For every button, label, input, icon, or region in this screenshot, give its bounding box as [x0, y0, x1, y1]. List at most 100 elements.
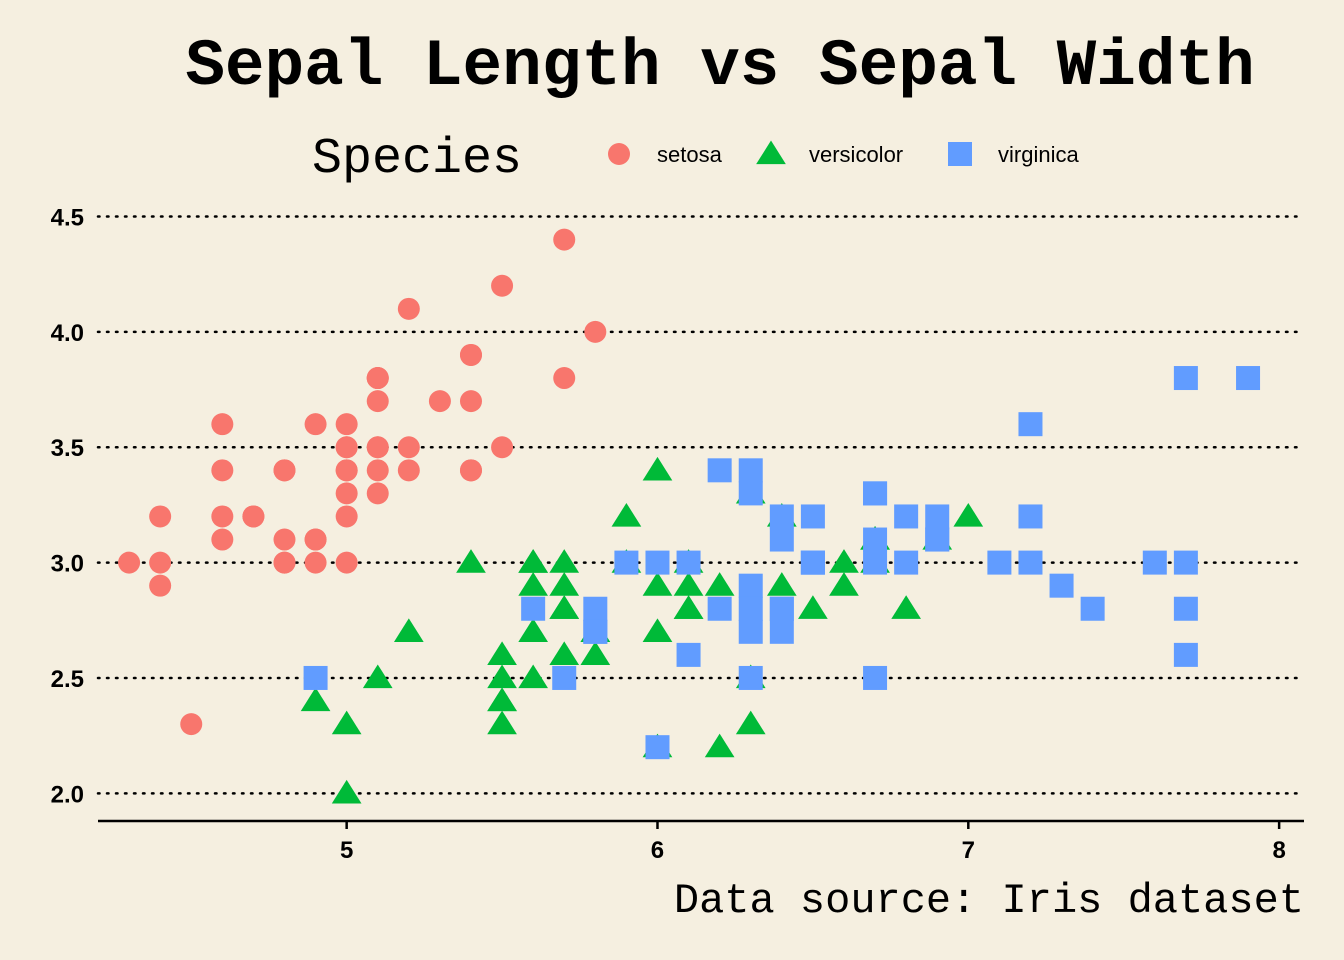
y-tick-label: 2.5: [51, 666, 84, 693]
legend-entry-versicolor: versicolor: [756, 140, 903, 167]
virginica-point: [769, 527, 794, 552]
virginica-point: [800, 504, 825, 529]
legend: Species setosa versicolor virginica: [312, 131, 1079, 188]
virginica-point: [676, 642, 701, 667]
legend-label: versicolor: [809, 142, 903, 167]
setosa-point: [335, 436, 358, 459]
setosa-point: [366, 459, 389, 482]
versicolor-point: [953, 502, 984, 527]
virginica-point: [552, 665, 577, 690]
versicolor-point: [642, 572, 673, 596]
virginica-point: [303, 665, 328, 690]
versicolor-point: [704, 572, 735, 596]
setosa-point: [335, 505, 358, 528]
virginica-point: [1018, 550, 1043, 575]
setosa-point: [304, 413, 327, 436]
legend-entry-virginica: virginica: [948, 142, 1079, 167]
setosa-point: [335, 482, 358, 505]
versicolor-point: [642, 456, 673, 481]
virginica-point: [738, 573, 763, 598]
versicolor-point: [487, 710, 517, 735]
versicolor-point: [829, 549, 859, 573]
setosa-point: [335, 459, 358, 482]
versicolor-point: [487, 664, 517, 689]
setosa-point: [211, 505, 234, 528]
versicolor-point: [487, 641, 517, 666]
virginica-point: [583, 619, 608, 644]
x-tick-label: 5: [340, 837, 353, 864]
virginica-point: [769, 619, 794, 644]
versicolor-point: [549, 549, 580, 573]
virginica-point: [863, 550, 888, 575]
setosa-point: [428, 390, 451, 413]
x-axis-ticks: 5 6 7 8: [340, 821, 1286, 864]
virginica-point: [863, 481, 888, 506]
y-tick-label: 2.0: [51, 781, 84, 808]
virginica-point: [676, 550, 701, 575]
legend-label: setosa: [657, 142, 723, 167]
y-tick-label: 3.0: [51, 551, 84, 578]
y-tick-label: 4.0: [51, 320, 84, 347]
setosa-point: [335, 551, 358, 574]
virginica-point: [1142, 550, 1167, 575]
versicolor-point: [518, 572, 549, 596]
versicolor-point: [891, 595, 921, 619]
chart-caption: Data source: Iris dataset: [674, 877, 1304, 925]
legend-key-circle: [608, 143, 630, 165]
setosa-point: [397, 436, 420, 459]
series-setosa: [118, 228, 607, 736]
virginica-point: [738, 665, 763, 690]
setosa-point: [459, 390, 482, 413]
virginica-point: [738, 458, 763, 483]
setosa-point: [118, 551, 141, 574]
versicolor-point: [549, 595, 580, 619]
virginica-point: [1049, 573, 1074, 598]
setosa-point: [273, 528, 296, 551]
versicolor-point: [331, 710, 362, 735]
virginica-point: [1080, 596, 1105, 621]
virginica-point: [925, 504, 950, 529]
versicolor-point: [766, 572, 797, 596]
legend-entry-setosa: setosa: [608, 142, 723, 167]
versicolor-point: [549, 572, 580, 596]
virginica-point: [863, 527, 888, 552]
setosa-point: [397, 297, 420, 320]
virginica-point: [707, 458, 732, 483]
setosa-point: [553, 367, 576, 390]
virginica-point: [769, 504, 794, 529]
versicolor-point: [673, 595, 704, 619]
setosa-point: [459, 459, 482, 482]
virginica-point: [1173, 366, 1198, 391]
setosa-point: [491, 436, 514, 459]
chart-title: Sepal Length vs Sepal Width: [185, 29, 1254, 104]
data-points: [118, 228, 1261, 804]
versicolor-point: [331, 779, 362, 804]
virginica-point: [707, 596, 732, 621]
virginica-point: [863, 665, 888, 690]
virginica-point: [645, 735, 670, 760]
versicolor-point: [798, 595, 828, 619]
setosa-point: [304, 528, 327, 551]
setosa-point: [584, 320, 607, 343]
setosa-point: [366, 367, 389, 390]
versicolor-point: [362, 664, 393, 689]
x-tick-label: 6: [651, 837, 664, 864]
setosa-point: [211, 413, 234, 436]
virginica-point: [1173, 550, 1198, 575]
x-tick-label: 8: [1272, 837, 1285, 864]
virginica-point: [894, 550, 919, 575]
virginica-point: [1018, 412, 1043, 437]
setosa-point: [553, 228, 576, 251]
versicolor-point: [611, 502, 642, 527]
versicolor-point: [487, 687, 517, 712]
setosa-point: [149, 574, 172, 597]
setosa-point: [273, 551, 296, 574]
virginica-point: [738, 619, 763, 644]
legend-key-square: [948, 142, 972, 166]
virginica-point: [769, 596, 794, 621]
versicolor-point: [829, 572, 859, 596]
setosa-point: [366, 390, 389, 413]
virginica-point: [614, 550, 639, 575]
versicolor-point: [300, 687, 331, 712]
